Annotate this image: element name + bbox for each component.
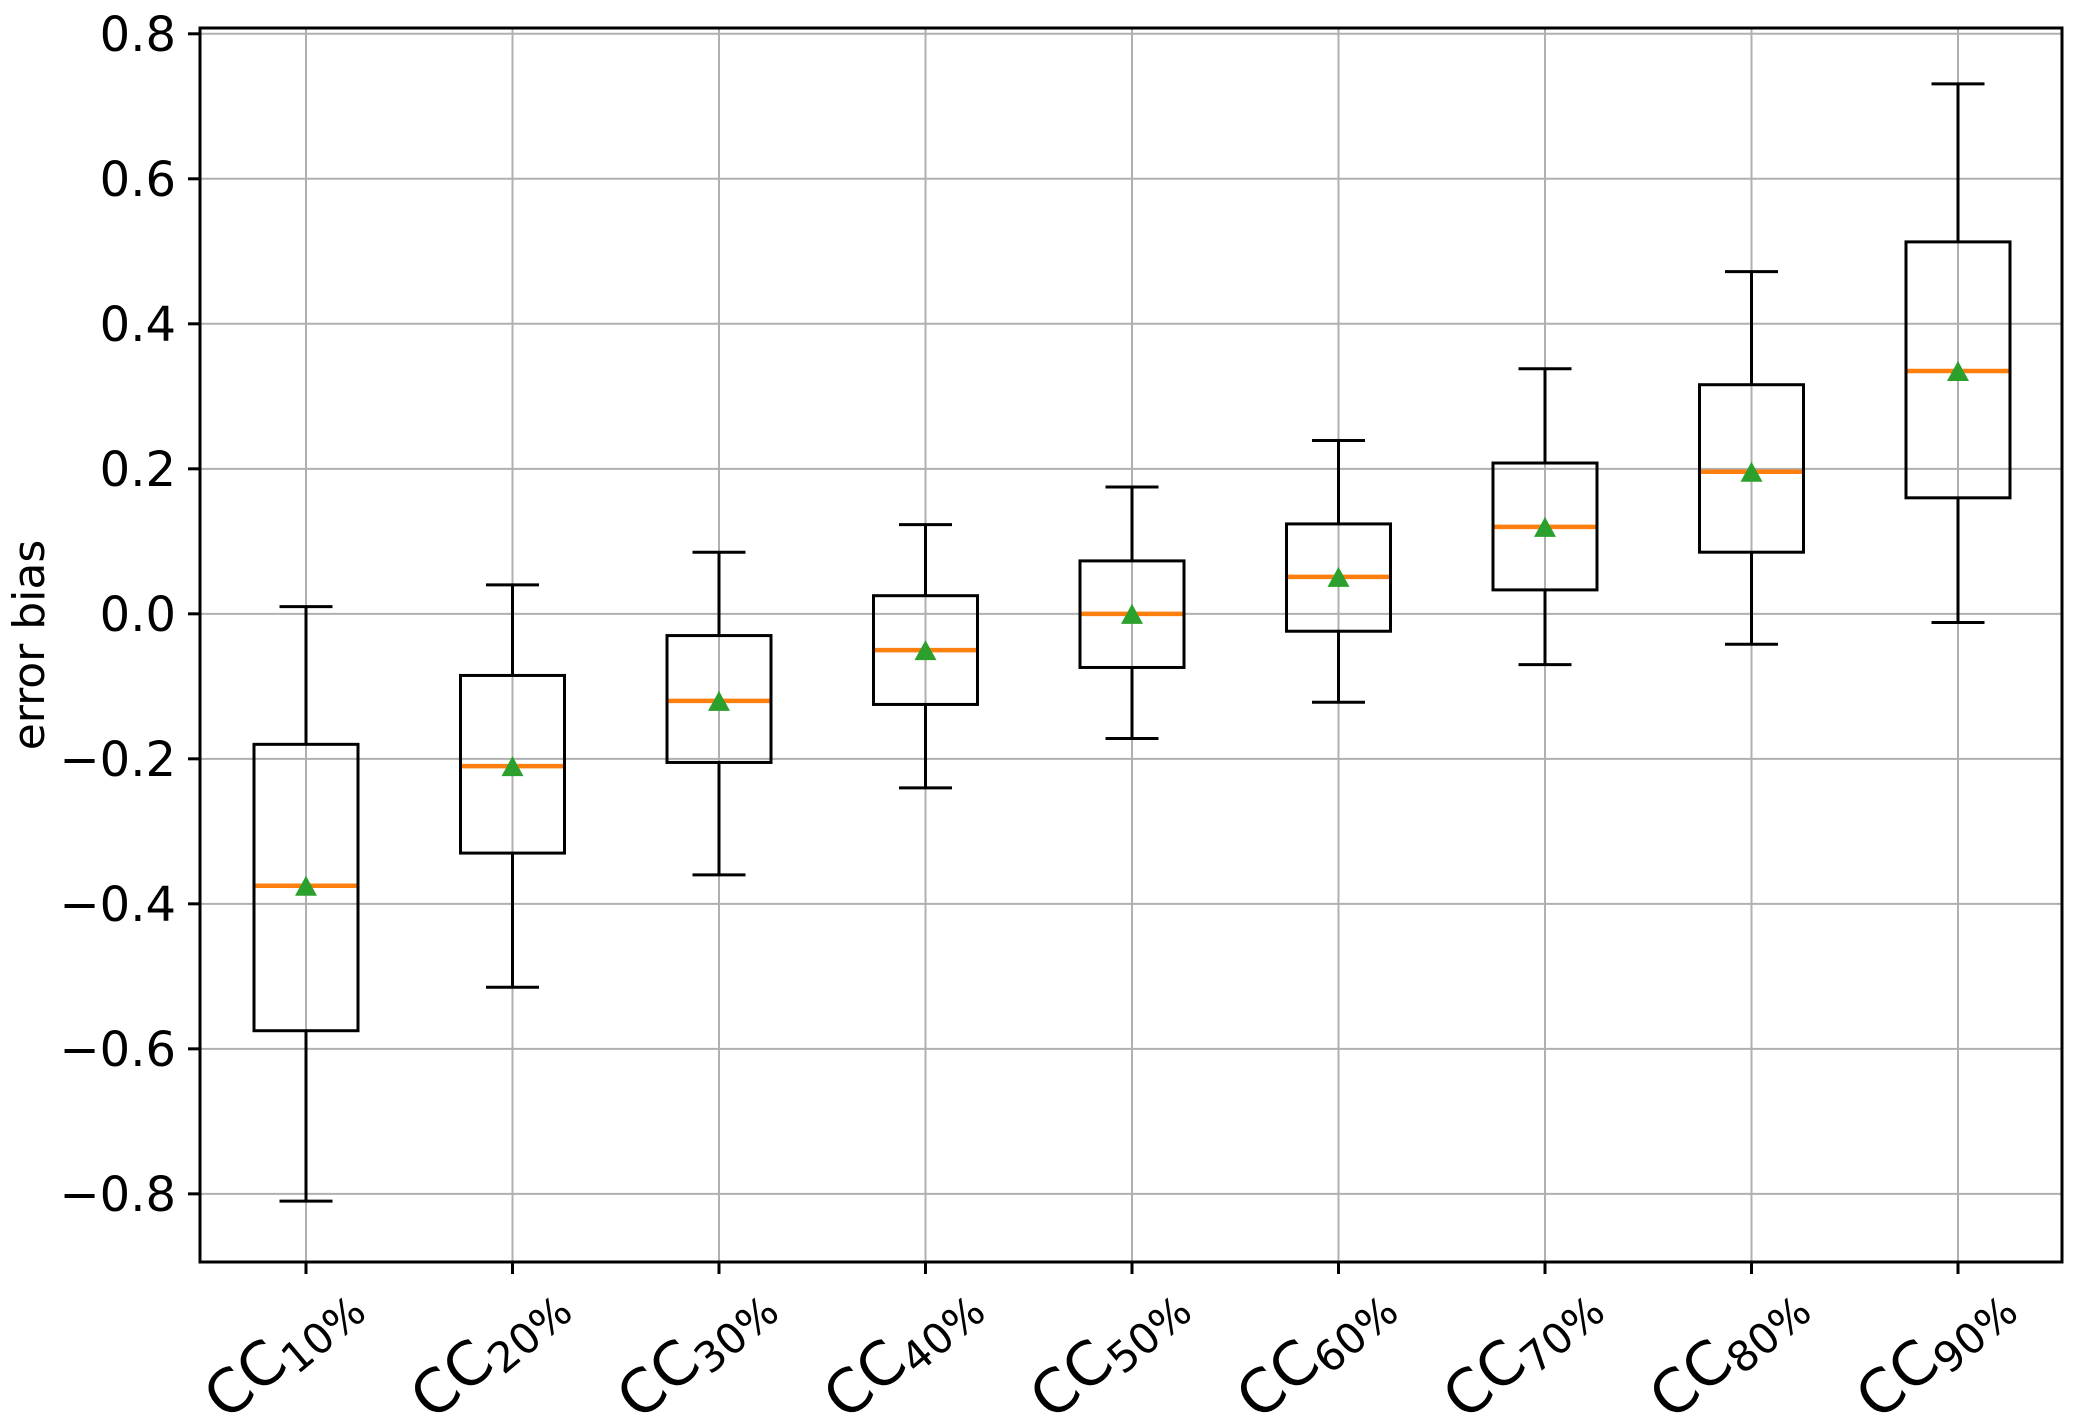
box-group-CC30% [665,550,773,877]
y-tick-label: 0.4 [100,297,176,353]
box-group-CC70% [1491,367,1599,667]
mean-marker [914,640,937,661]
mean-marker [501,756,524,777]
box-group-CC10% [252,605,360,1203]
iqr-box [665,634,773,764]
mean-marker [1947,360,1969,381]
iqr-box [459,673,566,855]
box-group-CC60% [1285,439,1392,704]
iqr-box [872,594,979,706]
mean-marker [708,690,730,711]
mean-marker [1740,461,1763,482]
y-tick-label: 0.0 [100,587,176,643]
iqr-box [1285,522,1392,633]
iqr-box [252,742,360,1033]
y-axis-label: error bias [4,540,55,751]
box-group-CC50% [1078,485,1186,741]
box-group-CC20% [459,583,566,989]
iqr-box [1078,559,1186,669]
y-tick-label: 0.8 [100,7,176,63]
mean-marker [1121,603,1143,624]
box-group-CC40% [872,523,979,790]
y-tick-label: −0.4 [59,877,176,933]
y-tick-label: −0.8 [59,1167,176,1223]
y-axis: 0.8 0.6 0.4 0.2 0.0 −0.2 −0.4 −0.6 −0.8 [59,7,200,1223]
y-tick-label: 0.6 [100,152,176,208]
box-group-CC90% [1904,82,2012,625]
mean-marker [1327,566,1350,587]
iqr-box [1698,383,1805,554]
mean-marker [295,875,317,896]
y-tick-label: −0.2 [59,732,176,788]
y-tick-label: −0.6 [59,1022,176,1078]
mean-marker [1534,516,1556,537]
iqr-box [1904,240,2012,500]
box-group-CC80% [1698,270,1805,646]
iqr-box [1491,461,1599,592]
y-tick-label: 0.2 [100,442,176,498]
